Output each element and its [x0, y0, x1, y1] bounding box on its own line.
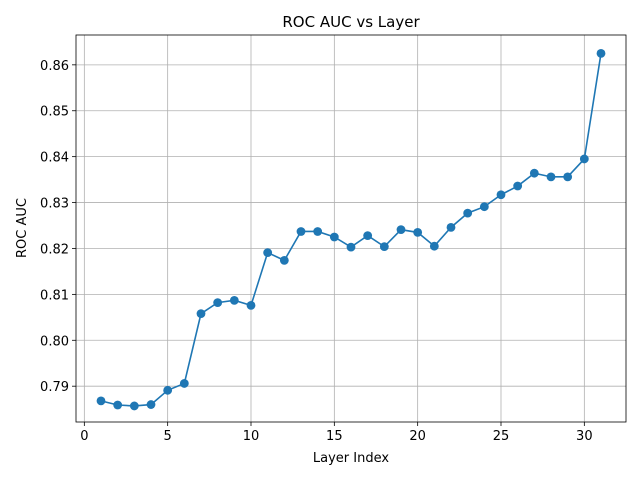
data-point: [163, 385, 173, 395]
data-point: [296, 227, 306, 236]
x-tick-label: 30: [576, 429, 593, 444]
data-point: [246, 300, 256, 310]
x-tick-label: 5: [164, 429, 172, 444]
data-point: [413, 228, 423, 237]
y-axis-label: ROC AUC: [15, 198, 30, 258]
data-point: [463, 208, 473, 218]
x-tick-label: 15: [326, 429, 343, 444]
y-tick-label: 0.82: [40, 242, 69, 257]
data-point: [379, 242, 389, 252]
data-point: [513, 181, 523, 191]
y-tick-label: 0.85: [40, 105, 69, 120]
data-point: [113, 400, 123, 410]
data-point: [263, 248, 273, 258]
data-point: [346, 242, 356, 252]
data-point: [529, 168, 539, 178]
plot-frame: [75, 34, 627, 423]
y-tick-label: 0.80: [40, 334, 69, 349]
data-point: [563, 172, 573, 182]
data-point: [396, 225, 406, 235]
y-tick-label: 0.83: [40, 197, 69, 212]
x-tick-label: 10: [243, 429, 260, 444]
data-point: [363, 231, 373, 241]
x-axis-label: Layer Index: [313, 451, 389, 466]
data-point: [129, 401, 139, 411]
data-point: [496, 190, 506, 200]
data-point: [279, 256, 289, 265]
y-tick-label: 0.84: [40, 151, 69, 166]
data-point: [313, 227, 323, 236]
y-tick-label: 0.86: [40, 59, 69, 74]
data-point: [146, 400, 156, 409]
y-tick-label: 0.79: [40, 380, 69, 395]
data-point: [229, 295, 239, 305]
data-point: [96, 396, 106, 406]
data-point: [179, 379, 189, 388]
x-tick-label: 20: [409, 429, 426, 444]
x-tick-label: 25: [493, 429, 510, 444]
data-point: [446, 222, 456, 232]
data-point: [329, 232, 339, 242]
data-point: [546, 172, 556, 182]
data-point: [579, 154, 589, 164]
data-point: [196, 309, 206, 319]
data-point: [596, 48, 606, 58]
data-point: [479, 202, 489, 212]
x-tick-label: 0: [80, 429, 88, 444]
axis-ticks: 0 5 10 15 20 25 30 0.79 0.80 0.81 0.82 0.83 0.84 0.85…: [40, 59, 593, 444]
chart-title: ROC AUC vs Layer: [282, 13, 420, 31]
marker-layer: [96, 48, 606, 411]
data-point: [429, 241, 439, 251]
y-tick-label: 0.81: [40, 288, 69, 303]
data-point: [213, 298, 223, 308]
